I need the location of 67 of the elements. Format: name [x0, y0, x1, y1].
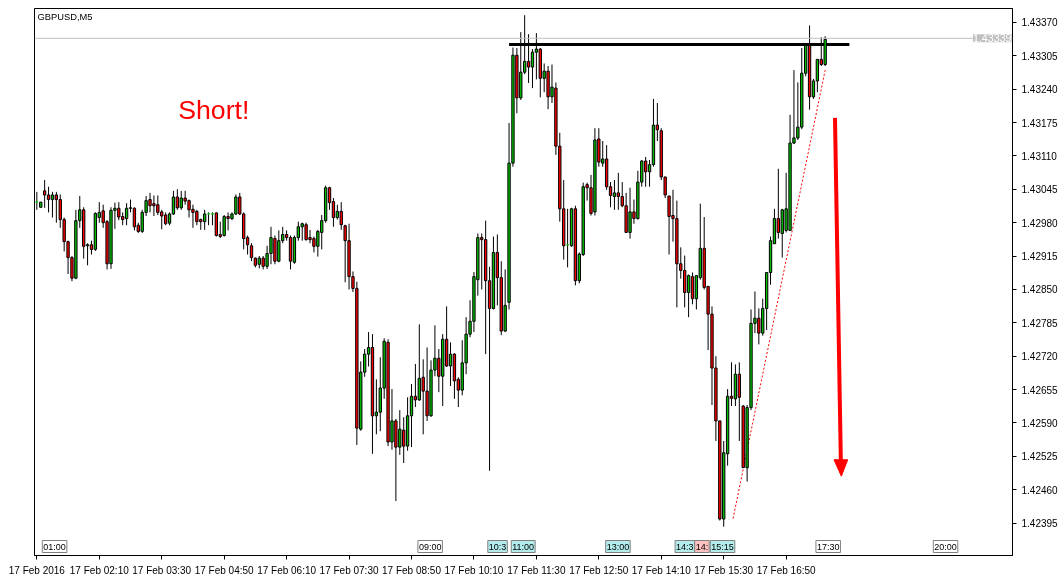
annotation: Short! [178, 94, 250, 125]
x-tick-label: 17 Feb 15:30 [694, 564, 754, 576]
y-tick-label: 1.42395 [1021, 518, 1059, 530]
candlestick [54, 191, 59, 224]
chart-title: GBPUSD,M5 [37, 11, 93, 22]
candlestick [269, 226, 273, 265]
candlestick [50, 191, 55, 219]
x-tick-label: 17 Feb 11:30 [507, 564, 566, 576]
y-tick-label: 1.42850 [1021, 284, 1059, 296]
y-tick-label: 1.43045 [1021, 184, 1059, 196]
y-tick-label: 1.42785 [1021, 317, 1059, 329]
x-tick-label: 17 Feb 04:50 [194, 564, 255, 576]
annotation: 11:00 [512, 541, 535, 552]
y-tick-label: 1.42720 [1021, 351, 1059, 363]
x-tick-label: 17 Feb 2016 [8, 564, 66, 576]
annotation: 17:30 [816, 541, 840, 552]
candlestick [152, 194, 156, 217]
candlestick [179, 190, 183, 211]
candlestick [616, 172, 620, 211]
annotation: 14: [695, 541, 709, 552]
candlestick [448, 341, 453, 387]
candlestick [222, 214, 226, 238]
annotation: 13:00 [606, 541, 630, 552]
y-tick-label: 1.42655 [1021, 384, 1059, 396]
candlestick [776, 168, 781, 240]
x-tick-label: 17 Feb 14:10 [631, 564, 692, 576]
candlestick [815, 58, 820, 93]
candlestick [683, 255, 687, 308]
annotation: 20:00 [934, 541, 957, 552]
x-tick-label: 17 Feb 12:50 [569, 564, 629, 576]
y-tick-label: 1.43305 [1021, 50, 1059, 62]
y-tick-label: 1.42915 [1021, 251, 1059, 263]
x-tick-label: 17 Feb 06:10 [257, 564, 317, 576]
candlestick [686, 274, 691, 318]
x-tick-label: 17 Feb 10:10 [444, 564, 504, 576]
candlestick [402, 416, 406, 464]
y-tick-label: 1.43110 [1021, 150, 1058, 162]
annotation: 14:3 [676, 541, 694, 552]
candlestick [46, 186, 51, 213]
x-tick-label: 17 Feb 02:10 [69, 564, 130, 576]
x-tick-label: 17 Feb 16:50 [756, 564, 817, 576]
ref-line-label: 1.43339 [972, 32, 1012, 45]
y-tick-label: 1.43240 [1021, 84, 1059, 96]
candlestick [234, 193, 238, 216]
y-tick-label: 1.42525 [1021, 451, 1059, 463]
candlestick [148, 192, 152, 213]
candlestick [530, 48, 535, 89]
annotation: 15:15 [711, 541, 734, 552]
candlestick [277, 229, 281, 263]
annotation: 10:3 [488, 541, 507, 552]
candlestick [643, 156, 648, 188]
x-tick-label: 17 Feb 03:30 [132, 564, 192, 576]
y-tick-label: 1.43370 [1021, 17, 1059, 29]
candlestick [175, 188, 180, 211]
candlestick [628, 187, 632, 240]
annotation: 01:00 [43, 541, 66, 552]
y-tick-label: 1.43175 [1021, 117, 1059, 129]
candlestick [191, 204, 195, 229]
annotation: 09:00 [418, 541, 442, 552]
y-tick-label: 1.42590 [1021, 417, 1059, 429]
y-tick-label: 1.42460 [1021, 484, 1059, 496]
candlestick [183, 190, 187, 206]
x-tick-label: 17 Feb 08:50 [382, 564, 442, 576]
x-tick-label: 17 Feb 07:30 [319, 564, 379, 576]
y-tick-label: 1.42980 [1021, 217, 1059, 229]
candlestick [690, 272, 695, 305]
candlestick [612, 179, 617, 211]
